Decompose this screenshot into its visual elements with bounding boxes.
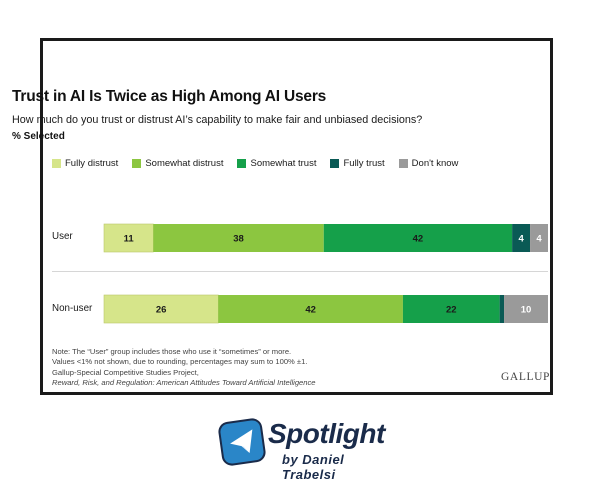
legend-swatch bbox=[398, 159, 408, 168]
source-line: Gallup-Special Competitive Studies Proje… bbox=[52, 368, 199, 377]
data-label: 11 bbox=[124, 234, 135, 245]
legend-label: Don't know bbox=[411, 158, 459, 169]
bar-segment bbox=[512, 224, 531, 252]
chart-subtitle: How much do you trust or distrust AI’s c… bbox=[12, 114, 423, 126]
note-line: Values <1% not shown, due to rounding, p… bbox=[52, 357, 308, 366]
gallup-logo: GALLUP bbox=[501, 371, 550, 383]
bar-segment bbox=[504, 295, 548, 323]
bar-segment bbox=[402, 295, 500, 323]
spotlight-logo: Spotlight by Daniel Trabelsi bbox=[217, 417, 390, 482]
spotlight-byline: by Daniel Trabelsi bbox=[282, 452, 345, 482]
bar-segment bbox=[103, 223, 154, 253]
category-label-user: User bbox=[52, 231, 73, 242]
legend-item: Fully trust bbox=[330, 158, 385, 169]
data-label: 10 bbox=[521, 305, 532, 316]
source-title: Reward, Risk, and Regulation: American A… bbox=[52, 378, 316, 387]
spotlight-word: Spotlight bbox=[268, 418, 385, 449]
bar-segment bbox=[530, 224, 548, 252]
chart-frame bbox=[40, 38, 553, 395]
bar-segment bbox=[103, 294, 219, 324]
row-divider bbox=[52, 271, 548, 272]
bar-segment bbox=[153, 224, 324, 252]
legend-item: Don't know bbox=[398, 158, 459, 169]
data-label: 38 bbox=[233, 234, 244, 245]
bar-segment bbox=[499, 295, 505, 323]
data-label: 42 bbox=[305, 305, 316, 316]
note-line: Note: The “User” group includes those wh… bbox=[52, 347, 292, 356]
legend-label: Somewhat distrust bbox=[145, 158, 224, 169]
legend-swatch bbox=[52, 159, 61, 168]
data-label: 4 bbox=[536, 234, 542, 245]
chart-title: Trust in AI Is Twice as High Among AI Us… bbox=[12, 88, 327, 105]
legend-item: Somewhat distrust bbox=[132, 158, 223, 169]
legend-label: Somewhat trust bbox=[250, 158, 317, 169]
measure-label: % Selected bbox=[12, 131, 65, 142]
bar-segment bbox=[323, 224, 513, 252]
legend-item: Fully distrust bbox=[52, 158, 118, 169]
chart-source: Gallup-Special Competitive Studies Proje… bbox=[52, 368, 316, 388]
legend-item: Somewhat trust bbox=[237, 158, 316, 169]
legend-swatch bbox=[132, 159, 142, 168]
data-label: 22 bbox=[446, 305, 457, 316]
data-label: 42 bbox=[413, 234, 424, 245]
bar-segment bbox=[218, 295, 403, 323]
legend-label: Fully distrust bbox=[65, 158, 119, 169]
legend: Fully distrust Somewhat distrust Somewha… bbox=[52, 158, 472, 169]
legend-swatch bbox=[330, 159, 340, 168]
legend-label: Fully trust bbox=[343, 158, 385, 169]
chart-note: Note: The “User” group includes those wh… bbox=[52, 347, 307, 367]
legend-swatch bbox=[237, 159, 247, 168]
data-label: 26 bbox=[156, 305, 167, 316]
paper-plane-icon bbox=[217, 417, 267, 467]
category-label-non-user: Non-user bbox=[52, 303, 93, 314]
data-label: 4 bbox=[518, 234, 524, 245]
